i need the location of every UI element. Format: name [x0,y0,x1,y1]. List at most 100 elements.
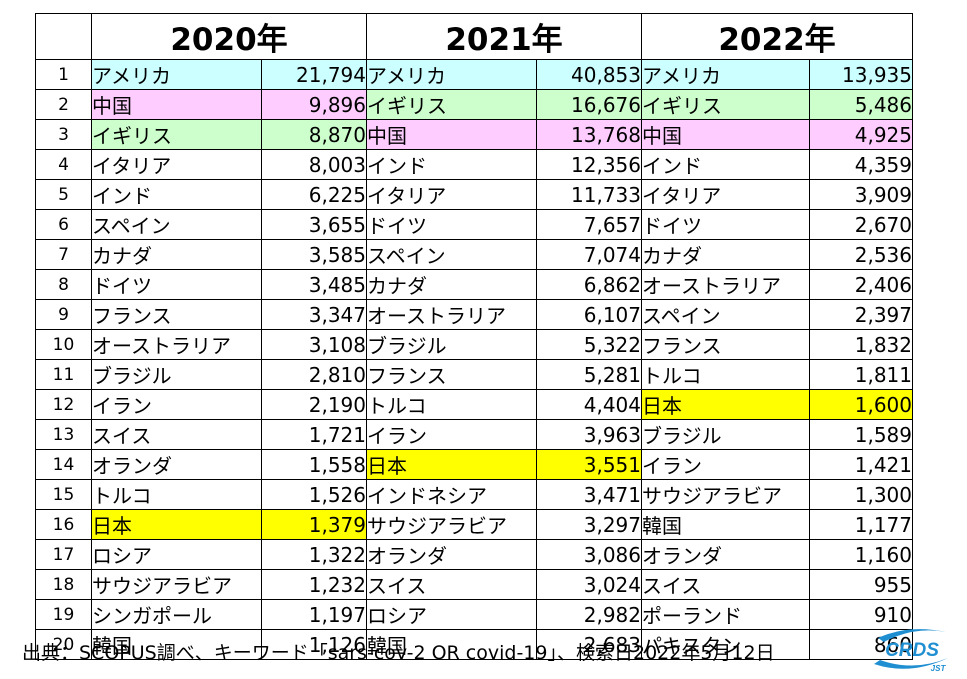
table-row: 18 サウジアラビア 1,232 スイス 3,024 スイス 955 [35,569,913,600]
paper-count-cell: 9,896 [261,89,367,120]
paper-count-cell: 3,655 [261,209,367,240]
country-cell: オランダ [641,539,810,570]
paper-count-cell: 5,486 [809,89,913,120]
paper-count-cell: 7,074 [536,239,642,270]
paper-count-cell: 6,862 [536,269,642,300]
country-cell: スイス [641,569,810,600]
country-cell: スイス [366,569,537,600]
country-cell: イラン [641,449,810,480]
table-row: 10 オーストラリア 3,108 ブラジル 5,322 フランス 1,832 [35,329,913,360]
country-cell: オーストラリア [91,329,262,360]
paper-count-cell: 1,600 [809,389,913,420]
country-cell: ブラジル [641,419,810,450]
paper-count-cell: 3,347 [261,299,367,330]
country-cell: ドイツ [641,209,810,240]
year-header-2020: 2020年 [91,13,367,60]
paper-count-cell: 4,359 [809,149,913,180]
country-cell: 韓国 [641,509,810,540]
country-cell: インドネシア [366,479,537,510]
country-cell: オーストラリア [641,269,810,300]
table-row: 3 イギリス 8,870 中国 13,768 中国 4,925 [35,119,913,150]
table-row: 19 シンガポール 1,197 ロシア 2,982 ポーランド 910 [35,599,913,630]
rank-number: 18 [35,569,92,600]
country-cell: フランス [366,359,537,390]
paper-count-cell: 4,925 [809,119,913,150]
paper-count-cell: 1,177 [809,509,913,540]
rank-number: 12 [35,389,92,420]
paper-count-cell: 3,963 [536,419,642,450]
country-cell: フランス [91,299,262,330]
paper-count-cell: 910 [809,599,913,630]
table-row: 5 インド 6,225 イタリア 11,733 イタリア 3,909 [35,179,913,210]
paper-count-cell: 2,670 [809,209,913,240]
country-cell: オランダ [366,539,537,570]
country-cell: ブラジル [366,329,537,360]
rank-number: 14 [35,449,92,480]
country-cell: インド [366,149,537,180]
rank-number: 15 [35,479,92,510]
paper-count-cell: 1,322 [261,539,367,570]
paper-count-cell: 4,404 [536,389,642,420]
paper-count-cell: 1,197 [261,599,367,630]
paper-count-cell: 1,526 [261,479,367,510]
rank-number: 16 [35,509,92,540]
country-cell: 日本 [366,449,537,480]
country-cell: スペイン [91,209,262,240]
paper-count-cell: 955 [809,569,913,600]
table-row: 20 韓国 1,126 韓国 2,683 パキスタン 860 [35,629,913,660]
year-header-2022: 2022年 [641,13,913,60]
paper-count-cell: 21,794 [261,59,367,90]
paper-count-cell: 3,585 [261,239,367,270]
country-cell: サウジアラビア [91,569,262,600]
rank-number: 13 [35,419,92,450]
paper-count-cell: 1,811 [809,359,913,390]
country-cell: ロシア [366,599,537,630]
table-row: 8 ドイツ 3,485 カナダ 6,862 オーストラリア 2,406 [35,269,913,300]
country-cell: イギリス [366,89,537,120]
table-row: 15 トルコ 1,526 インドネシア 3,471 サウジアラビア 1,300 [35,479,913,510]
paper-count-cell: 1,126 [261,629,367,660]
country-cell: イタリア [641,179,810,210]
paper-count-cell: 1,421 [809,449,913,480]
country-cell: 日本 [91,509,262,540]
country-cell: アメリカ [366,59,537,90]
rank-number: 8 [35,269,92,300]
source-note: 出典：SCOPUS調べ、キーワード「sars-cov-2 OR covid-19… [22,642,775,664]
paper-count-cell: 2,683 [536,629,642,660]
paper-count-cell: 5,322 [536,329,642,360]
paper-count-cell: 1,160 [809,539,913,570]
country-cell: オランダ [91,449,262,480]
country-cell: インド [91,179,262,210]
paper-count-cell: 3,909 [809,179,913,210]
header-row: 2020年 2021年 2022年 [35,13,913,60]
paper-count-cell: 2,982 [536,599,642,630]
paper-count-cell: 13,935 [809,59,913,90]
paper-count-cell: 3,086 [536,539,642,570]
country-cell: 中国 [91,89,262,120]
paper-count-cell: 3,485 [261,269,367,300]
country-cell: スペイン [641,299,810,330]
table-row: 6 スペイン 3,655 ドイツ 7,657 ドイツ 2,670 [35,209,913,240]
country-cell: イタリア [366,179,537,210]
country-cell: サウジアラビア [366,509,537,540]
country-cell: ブラジル [91,359,262,390]
paper-count-cell: 2,397 [809,299,913,330]
crds-swoosh-icon [874,629,948,669]
paper-count-cell: 2,536 [809,239,913,270]
country-cell: オーストラリア [366,299,537,330]
rank-number: 1 [35,59,92,90]
paper-count-cell: 13,768 [536,119,642,150]
paper-count-cell: 5,281 [536,359,642,390]
table-row: 14 オランダ 1,558 日本 3,551 イラン 1,421 [35,449,913,480]
country-cell: イギリス [91,119,262,150]
paper-count-cell: 1,379 [261,509,367,540]
country-cell: アメリカ [641,59,810,90]
country-cell: トルコ [641,359,810,390]
country-cell: インド [641,149,810,180]
country-cell: フランス [641,329,810,360]
logo-subtext: JST [931,664,947,673]
rank-number: 10 [35,329,92,360]
country-cell: トルコ [366,389,537,420]
rank-number: 11 [35,359,92,390]
country-cell: サウジアラビア [641,479,810,510]
